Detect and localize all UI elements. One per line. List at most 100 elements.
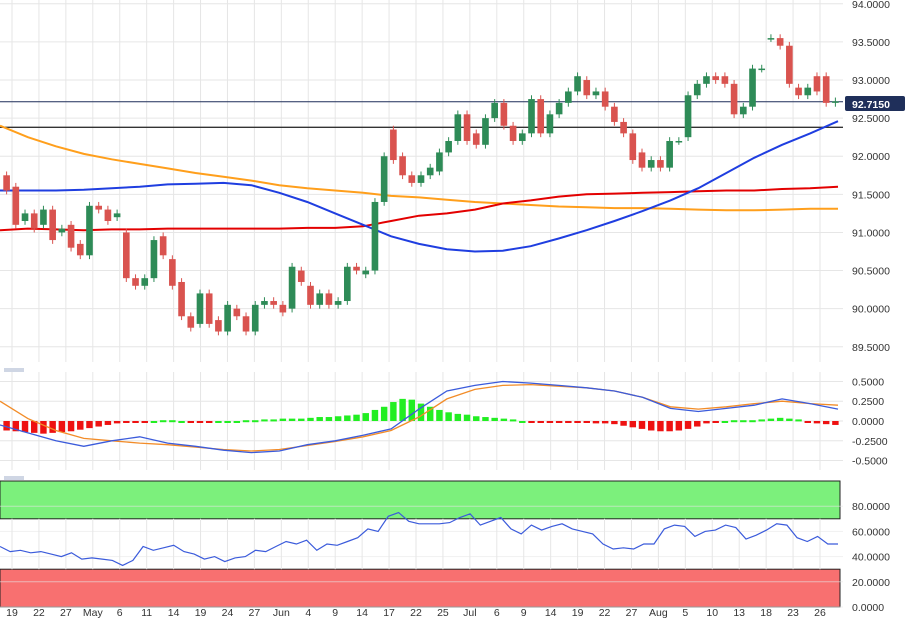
- bullish-candle: [675, 140, 683, 143]
- bullish-candle: [113, 213, 121, 218]
- bearish-candle: [3, 175, 10, 191]
- bearish-candle: [537, 99, 545, 134]
- histogram-negative-bar: [67, 421, 75, 432]
- bearish-candle: [638, 152, 646, 168]
- bearish-candle: [611, 106, 618, 122]
- bullish-candle: [58, 228, 66, 233]
- sma-blue-line: [0, 120, 839, 253]
- bullish-candle: [684, 95, 692, 138]
- bullish-candle: [528, 99, 535, 134]
- bullish-candle: [288, 266, 296, 309]
- bullish-candle: [767, 38, 775, 40]
- bullish-candle: [344, 266, 351, 302]
- histogram-positive-bar: [298, 418, 305, 421]
- rsi-handle[interactable]: [4, 476, 24, 480]
- histogram-negative-bar: [592, 421, 600, 424]
- histogram-positive-bar: [786, 418, 793, 421]
- bullish-candle: [86, 205, 93, 256]
- histogram-negative-bar: [113, 421, 121, 424]
- histogram-positive-bar: [445, 412, 452, 421]
- rsi-y-tick-label: 0.0000: [852, 602, 884, 614]
- macd-handle[interactable]: [4, 368, 24, 372]
- bearish-candle: [657, 160, 664, 168]
- x-tick-label: 13: [733, 607, 745, 619]
- x-tick-label: 26: [814, 607, 826, 619]
- histogram-positive-bar: [224, 421, 231, 423]
- bearish-candle: [353, 266, 360, 271]
- bearish-candle: [297, 270, 305, 282]
- bearish-candle: [813, 76, 821, 92]
- histogram-negative-bar: [31, 421, 38, 433]
- macd-y-tick-label: 0.5000: [852, 376, 884, 388]
- histogram-positive-bar: [252, 420, 259, 423]
- bearish-candle: [12, 186, 20, 225]
- rsi-y-tick-label: 20.0000: [852, 577, 890, 589]
- bearish-candle: [279, 304, 287, 313]
- rsi-y-tick-label: 40.0000: [852, 552, 890, 564]
- histogram-positive-bar: [279, 418, 287, 421]
- histogram-positive-bar: [242, 420, 250, 423]
- bullish-candle: [251, 304, 259, 332]
- bearish-candle: [104, 209, 112, 222]
- x-tick-label: 19: [6, 607, 18, 619]
- bearish-candle: [786, 45, 793, 84]
- histogram-positive-bar: [500, 418, 508, 421]
- x-tick-label: 4: [305, 607, 311, 619]
- bearish-candle: [721, 76, 729, 84]
- x-tick-label: 19: [195, 607, 207, 619]
- histogram-positive-bar: [150, 421, 158, 423]
- histogram-positive-bar: [491, 417, 498, 421]
- histogram-positive-bar: [371, 409, 379, 421]
- histogram-negative-bar: [95, 421, 102, 427]
- x-tick-label: 22: [410, 607, 422, 619]
- bullish-candle: [436, 152, 443, 172]
- candlesticks: [3, 34, 839, 336]
- bearish-candle: [159, 236, 167, 256]
- overbought-zone: [0, 480, 841, 520]
- histogram-negative-bar: [620, 421, 627, 426]
- bearish-candle: [463, 114, 471, 141]
- oversold-zone: [0, 568, 841, 608]
- x-tick-label: Jun: [273, 607, 290, 619]
- main-y-axis: 89.5000 90.0000 90.5000 91.0000 91.5000 92.00…: [852, 0, 890, 354]
- bullish-candle: [261, 301, 268, 305]
- histogram-positive-bar: [426, 406, 434, 421]
- x-tick-label: 27: [249, 607, 261, 619]
- histogram-positive-bar: [159, 420, 167, 423]
- bearish-candle: [67, 224, 75, 248]
- bullish-candle: [574, 76, 581, 92]
- x-tick-label: 10: [706, 607, 718, 619]
- bullish-candle: [693, 83, 701, 96]
- rsi-value-line: [0, 511, 838, 567]
- x-tick-label: 24: [222, 607, 234, 619]
- histogram-positive-bar: [233, 421, 241, 423]
- bullish-candle: [371, 201, 379, 271]
- rsi-y-tick-label: 60.0000: [852, 526, 890, 538]
- histogram-positive-bar: [390, 402, 397, 421]
- histogram-negative-bar: [657, 421, 664, 432]
- macd-lines: [0, 380, 839, 454]
- histogram-positive-bar: [178, 421, 185, 423]
- histogram-negative-bar: [77, 421, 84, 430]
- macd-histogram: [3, 398, 839, 434]
- histogram-negative-bar: [629, 421, 637, 428]
- bearish-candle: [776, 38, 784, 46]
- histogram-negative-bar: [3, 421, 10, 431]
- main-y-tick-label: 92.0000: [852, 151, 890, 163]
- bearish-candle: [49, 209, 56, 241]
- bearish-candle: [132, 278, 139, 286]
- bullish-candle: [565, 91, 572, 103]
- bullish-candle: [491, 102, 498, 119]
- histogram-positive-bar: [730, 420, 738, 423]
- main-horizontal-lines: [0, 101, 843, 128]
- histogram-negative-bar: [21, 421, 29, 433]
- x-tick-label: 5: [682, 607, 688, 619]
- bullish-candle: [666, 140, 673, 168]
- bullish-candle: [647, 160, 655, 168]
- histogram-negative-bar: [58, 421, 66, 433]
- x-tick-label: 23: [787, 607, 799, 619]
- macd-y-tick-label: 0.0000: [852, 416, 884, 428]
- histogram-negative-bar: [104, 421, 112, 425]
- histogram-negative-bar: [196, 421, 204, 423]
- histogram-negative-bar: [40, 421, 47, 434]
